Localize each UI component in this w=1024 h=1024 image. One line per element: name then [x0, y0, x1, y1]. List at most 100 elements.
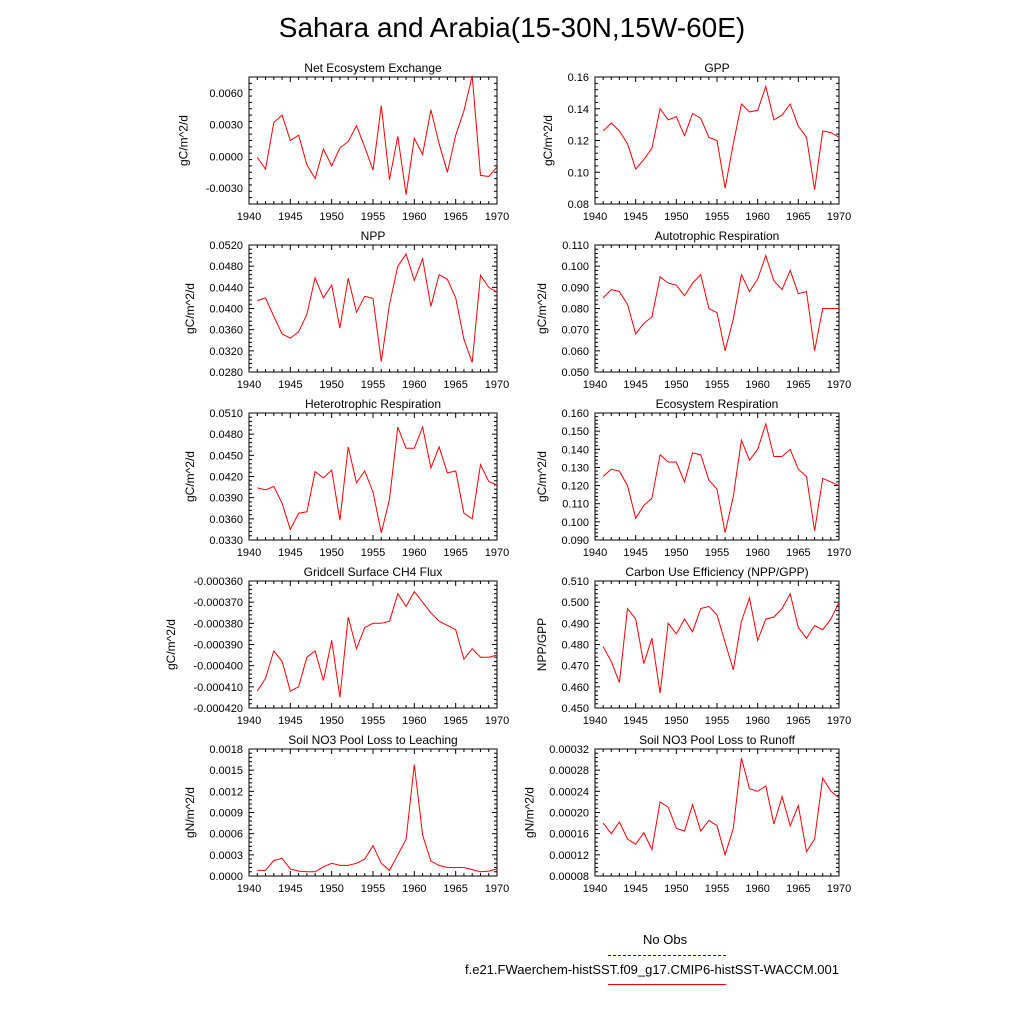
- x-tick-label: 1960: [745, 211, 769, 223]
- data-point: [413, 137, 415, 139]
- data-point: [765, 618, 767, 620]
- data-point: [405, 447, 407, 449]
- data-point: [667, 806, 669, 808]
- data-point: [446, 472, 448, 474]
- y-tick-label: 0.160: [561, 408, 589, 420]
- data-point: [454, 628, 456, 630]
- y-tick-label: 0.00008: [549, 871, 589, 883]
- data-point: [388, 620, 390, 622]
- x-tick-label: 1940: [583, 379, 607, 391]
- data-point: [700, 273, 702, 275]
- data-point: [773, 280, 775, 282]
- x-tick-label: 1960: [402, 547, 426, 559]
- data-point: [281, 660, 283, 662]
- data-point: [822, 477, 824, 479]
- data-point: [438, 446, 440, 448]
- data-point: [756, 639, 758, 641]
- y-tick-label: 0.460: [561, 682, 589, 694]
- data-point: [281, 857, 283, 859]
- data-point: [797, 125, 799, 127]
- x-tick-label: 1970: [485, 211, 509, 223]
- data-point: [388, 178, 390, 180]
- data-point: [289, 139, 291, 141]
- y-axis-label: gN/m^2/d: [183, 787, 197, 838]
- y-tick-label: 0.0280: [209, 367, 243, 379]
- data-point: [683, 618, 685, 620]
- x-tick-label: 1945: [623, 211, 647, 223]
- data-point: [330, 165, 332, 167]
- data-point: [380, 622, 382, 624]
- data-point: [339, 519, 341, 521]
- chart-title: Soil NO3 Pool Loss to Runoff: [639, 733, 796, 747]
- x-tick-label: 1960: [745, 547, 769, 559]
- x-tick-label: 1945: [278, 547, 302, 559]
- data-point: [488, 480, 490, 482]
- data-point: [347, 864, 349, 866]
- x-tick-label: 1970: [827, 883, 851, 895]
- data-point: [797, 292, 799, 294]
- data-point: [797, 626, 799, 628]
- y-tick-label: 0.060: [561, 346, 589, 358]
- data-point: [602, 297, 604, 299]
- data-point: [454, 866, 456, 868]
- data-point: [330, 469, 332, 471]
- y-axis-label: gC/m^2/d: [535, 283, 549, 334]
- data-point: [602, 822, 604, 824]
- series-line: [257, 425, 498, 534]
- x-tick-label: 1950: [664, 547, 688, 559]
- data-point: [397, 135, 399, 137]
- x-tick-label: 1970: [485, 547, 509, 559]
- y-tick-label: 0.0360: [209, 325, 243, 337]
- y-tick-label: 0.500: [561, 597, 589, 609]
- data-point: [675, 461, 677, 463]
- data-point: [618, 130, 620, 132]
- data-point: [716, 488, 718, 490]
- data-point: [454, 297, 456, 299]
- data-point: [421, 258, 423, 260]
- x-tick-label: 1945: [623, 547, 647, 559]
- data-point: [732, 495, 734, 497]
- data-point: [691, 803, 693, 805]
- x-tick-label: 1945: [278, 883, 302, 895]
- data-point: [643, 504, 645, 506]
- data-point: [264, 489, 266, 491]
- y-tick-label: 0.0012: [209, 786, 243, 798]
- data-point: [488, 286, 490, 288]
- x-tick-label: 1955: [705, 883, 729, 895]
- x-tick-label: 1960: [402, 715, 426, 727]
- data-point: [643, 831, 645, 833]
- series-line: [257, 764, 498, 873]
- chart-panel-9: Soil NO3 Pool Loss to Runoff 1940 1945 1950…: [523, 733, 852, 895]
- x-tick-label: 1940: [583, 547, 607, 559]
- data-point: [446, 866, 448, 868]
- y-tick-label: -0.000420: [193, 703, 243, 715]
- plot-frame: [248, 76, 498, 205]
- data-point: [322, 297, 324, 299]
- data-point: [643, 322, 645, 324]
- data-point: [756, 109, 758, 111]
- chart-title: Soil NO3 Pool Loss to Leaching: [288, 733, 457, 747]
- data-point: [264, 677, 266, 679]
- y-tick-label: 0.0000: [209, 151, 243, 163]
- plot-frame: [594, 412, 840, 541]
- data-point: [314, 277, 316, 279]
- x-tick-label: 1940: [237, 547, 261, 559]
- data-point: [314, 470, 316, 472]
- y-tick-label: 0.00012: [549, 850, 589, 862]
- series-line: [602, 254, 839, 351]
- data-point: [372, 297, 374, 299]
- data-point: [256, 869, 258, 871]
- data-point: [838, 601, 840, 603]
- y-tick-label: 0.0480: [209, 261, 243, 273]
- data-point: [281, 114, 283, 116]
- data-point: [364, 470, 366, 472]
- data-point: [438, 273, 440, 275]
- data-point: [397, 265, 399, 267]
- data-point: [748, 290, 750, 292]
- x-tick-label: 1965: [443, 379, 467, 391]
- data-point: [273, 650, 275, 652]
- data-point: [347, 277, 349, 279]
- x-tick-label: 1960: [745, 715, 769, 727]
- data-point: [496, 654, 498, 656]
- y-tick-label: 0.130: [561, 462, 589, 474]
